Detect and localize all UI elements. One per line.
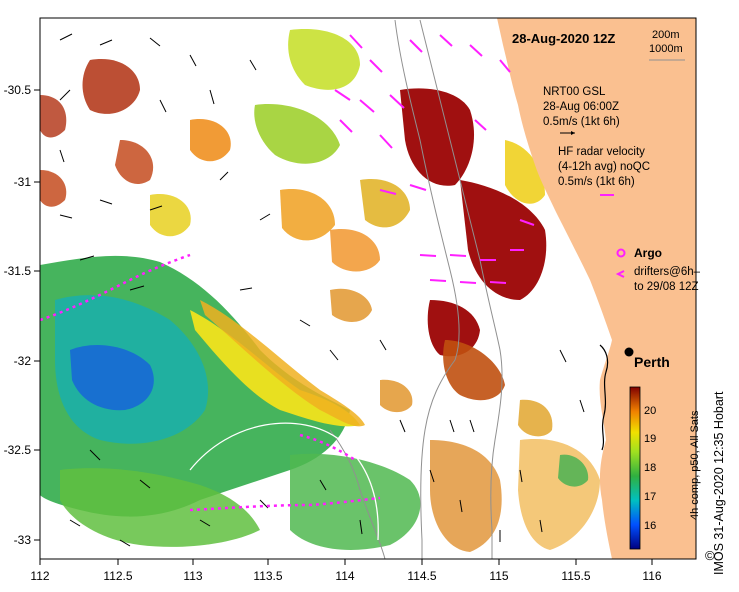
hf-legend-line1: HF radar velocity — [558, 146, 645, 158]
colorbar-tick-17: 17 — [644, 491, 656, 503]
bathymetry-contours — [329, 19, 503, 559]
colorbar-tick-20: 20 — [644, 405, 656, 417]
colorbar — [629, 386, 641, 550]
contour-label-1000m: 1000m — [649, 43, 683, 55]
colorbar-tick-18: 18 — [644, 462, 656, 474]
x-tick-112.5: 112.5 — [103, 569, 132, 583]
drifters-label-line2: to 29/08 12Z — [634, 281, 699, 293]
y-tick-33: -33 — [14, 533, 32, 547]
x-tick-114: 114 — [335, 569, 354, 583]
x-tick-114.5: 114.5 — [407, 569, 436, 583]
drifters-label-line1: drifters@6h– — [634, 266, 701, 278]
argo-marker-icon — [616, 248, 626, 258]
gsl-legend-line3: 0.5m/s (1kt 6h) — [543, 116, 620, 128]
y-tick-32: -32 — [14, 354, 32, 368]
coastline — [599, 344, 609, 451]
x-tick-115.5: 115.5 — [561, 569, 590, 583]
argo-label: Argo — [634, 246, 662, 260]
x-tick-115: 115 — [489, 569, 508, 583]
gsl-legend-line1: NRT00 GSL — [543, 86, 606, 98]
x-tick-116: 116 — [642, 569, 661, 583]
y-tick-31: -31 — [14, 175, 32, 189]
hf-legend-line3: 0.5m/s (1kt 6h) — [558, 176, 635, 188]
drifter-marker-icon — [615, 270, 625, 278]
y-tick-30.5: -30.5 — [4, 83, 32, 97]
gsl-legend-line2: 28-Aug 06:00Z — [543, 101, 619, 113]
gsl-current-vectors — [59, 33, 585, 547]
sst-field — [40, 29, 600, 552]
colorbar-tick-16: 16 — [644, 520, 656, 532]
contour-label-200m: 200m — [652, 29, 680, 41]
hf-radar-vectors — [334, 34, 535, 284]
map-title: 28-Aug-2020 12Z — [512, 31, 615, 46]
gsl-arrowhead-icon — [571, 131, 575, 135]
hf-legend-line2: (4-12h avg) noQC — [558, 161, 650, 173]
map-frame — [39, 17, 697, 560]
y-tick-31.5: -31.5 — [4, 264, 32, 278]
perth-marker-icon — [624, 347, 634, 357]
credit-text: IMOS 31-Aug-2020 12:35 Hobart — [712, 391, 726, 575]
x-tick-113.5: 113.5 — [253, 569, 282, 583]
colorbar-tick-19: 19 — [644, 433, 656, 445]
drifter-tracks — [40, 253, 381, 512]
land-mass — [497, 18, 696, 559]
copyright-symbol: © — [705, 548, 715, 563]
sst-contour — [189, 422, 379, 541]
perth-label: Perth — [634, 354, 670, 370]
axis-ticks — [34, 89, 653, 565]
colorbar-label: 4h comp, p50, All Sats — [689, 410, 701, 520]
x-tick-113: 113 — [183, 569, 202, 583]
y-tick-32.5: -32.5 — [4, 443, 32, 457]
x-tick-112: 112 — [30, 569, 49, 583]
